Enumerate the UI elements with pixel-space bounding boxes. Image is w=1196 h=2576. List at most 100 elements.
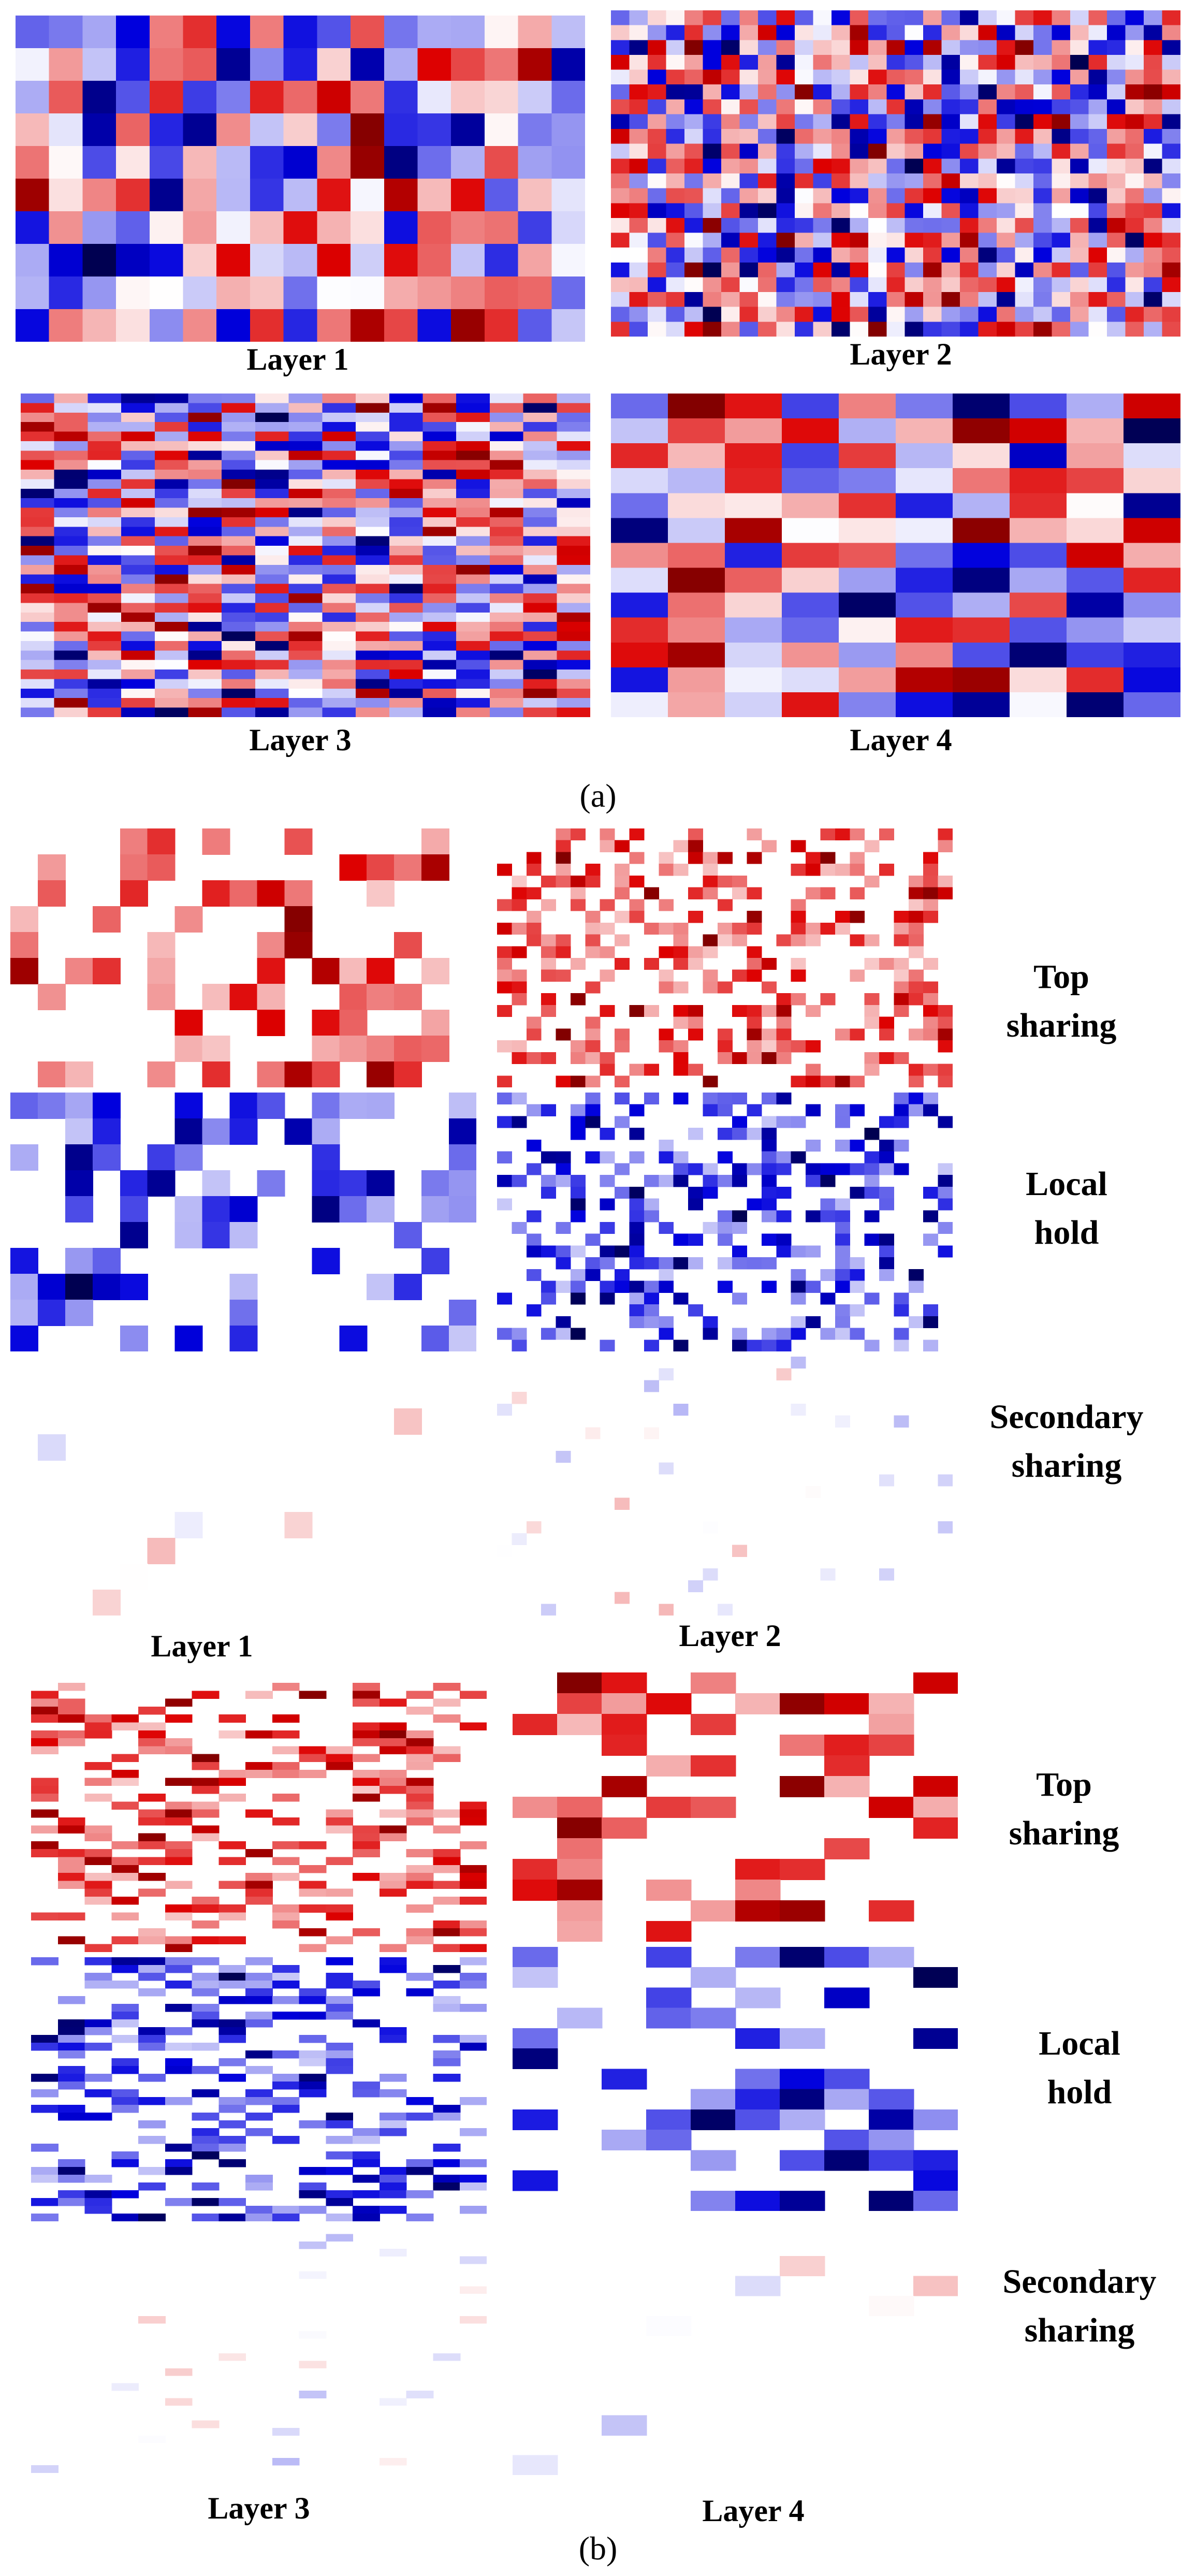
heatmap-cell <box>747 1257 762 1270</box>
heatmap-cell <box>879 1245 895 1258</box>
heatmap-cell <box>216 276 251 310</box>
heatmap-cell <box>721 40 740 55</box>
heatmap-cell <box>188 412 223 423</box>
heatmap-cell <box>174 1196 203 1222</box>
heatmap-cell <box>489 450 524 461</box>
heatmap-cell <box>644 922 659 935</box>
heatmap-cell <box>84 2190 112 2199</box>
heatmap-cell <box>894 1139 909 1152</box>
heatmap-cell <box>732 1128 748 1140</box>
heatmap-cell <box>192 1920 220 1929</box>
heatmap-cell <box>794 129 814 144</box>
heatmap-cell <box>82 146 117 180</box>
heatmap-cell <box>192 1988 220 1997</box>
heatmap-cell <box>121 679 156 689</box>
heatmap-cell <box>629 40 648 55</box>
heatmap-cell <box>389 555 424 565</box>
heatmap-cell <box>761 1005 777 1017</box>
heatmap-cell <box>585 1116 601 1128</box>
heatmap-cell <box>673 1257 689 1270</box>
heatmap-cell <box>406 1738 434 1747</box>
heatmap-cell <box>1144 292 1163 308</box>
heatmap-cell <box>216 146 251 180</box>
heatmap-cell <box>735 1880 781 1901</box>
heatmap-cell <box>250 113 284 147</box>
heatmap-cell <box>747 852 762 864</box>
heatmap-cell <box>997 322 1016 337</box>
heatmap-cell <box>557 422 590 432</box>
heatmap-cell <box>688 1028 703 1041</box>
heatmap-cell <box>629 1186 645 1199</box>
heatmap-cell <box>1124 518 1180 544</box>
heatmap-cell <box>1125 158 1144 174</box>
heatmap-cell <box>941 322 960 337</box>
heatmap-cell <box>780 1776 825 1797</box>
heatmap-cell <box>353 2190 380 2199</box>
heatmap-cell <box>21 460 55 470</box>
heatmap-cell <box>154 546 189 556</box>
heatmap-cell <box>703 946 718 958</box>
heatmap-cell <box>451 16 486 49</box>
heatmap-cell <box>288 631 323 642</box>
heatmap-cell <box>312 958 340 984</box>
heatmap-cell <box>154 593 189 603</box>
heatmap-cell <box>379 1722 407 1731</box>
heatmap-cell <box>489 498 524 508</box>
heatmap-cell <box>905 173 924 189</box>
heatmap-cell <box>869 1693 914 1714</box>
heatmap-cell <box>121 603 156 613</box>
heatmap-cell <box>149 211 184 245</box>
heatmap-cell <box>666 84 685 100</box>
heatmap-cell <box>245 1730 273 1739</box>
heatmap-cell <box>1015 277 1034 293</box>
heatmap-cell <box>739 143 759 159</box>
heatmap-cell <box>394 984 422 1010</box>
heatmap-cell <box>1070 84 1089 100</box>
heatmap-cell <box>1107 54 1126 70</box>
heatmap-cell <box>905 307 924 322</box>
heatmap-cell <box>850 864 865 876</box>
heatmap-cell <box>721 10 740 26</box>
heatmap-cell <box>703 1104 718 1116</box>
layer4-secondary-sharing-svg <box>513 2255 958 2475</box>
heatmap-cell <box>691 1714 736 1735</box>
heatmap-cell <box>484 81 519 114</box>
heatmap-cell <box>21 564 55 575</box>
heatmap-cell <box>322 422 357 432</box>
heatmap-cell <box>684 158 704 174</box>
heatmap-cell <box>451 146 486 180</box>
heatmap-cell <box>905 40 924 55</box>
heatmap-cell <box>886 188 906 203</box>
heatmap-cell <box>165 1841 193 1850</box>
heatmap-cell <box>218 1770 246 1778</box>
heatmap-cell <box>489 670 524 679</box>
heatmap-cell <box>497 1198 512 1211</box>
heatmap-cell <box>1088 129 1107 144</box>
heatmap-cell <box>389 394 424 403</box>
heatmap-cell <box>1144 188 1163 203</box>
heatmap-cell <box>997 40 1016 55</box>
heatmap-cell <box>433 2353 461 2361</box>
heatmap-cell <box>21 631 55 642</box>
heatmap-cell <box>941 277 960 293</box>
heatmap-cell <box>557 1797 603 1818</box>
heatmap-cell <box>1010 667 1068 693</box>
heatmap-cell <box>138 1928 166 1937</box>
heatmap-cell <box>684 143 704 159</box>
heatmap-cell <box>21 536 55 546</box>
heatmap-cell <box>629 1257 645 1270</box>
heatmap-cell <box>192 2420 220 2428</box>
heatmap-cell <box>367 1274 395 1300</box>
heatmap-cell <box>978 173 997 189</box>
heatmap-cell <box>84 1722 112 1731</box>
heatmap-cell <box>1144 248 1163 263</box>
heatmap-cell <box>835 1280 850 1293</box>
heatmap-cell <box>997 54 1016 70</box>
heatmap-cell <box>288 431 323 442</box>
heatmap-cell <box>523 527 558 537</box>
heatmap-cell <box>154 441 189 451</box>
heatmap-cell <box>978 188 997 203</box>
heatmap-cell <box>551 113 585 147</box>
heatmap-cell <box>154 431 189 442</box>
heatmap-cell <box>923 69 942 85</box>
